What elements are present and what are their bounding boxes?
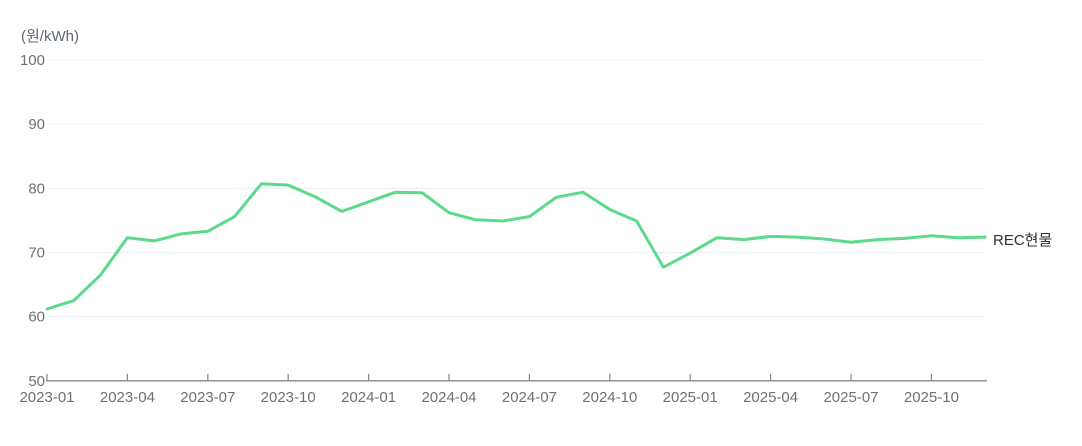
- x-axis-tick-label: 2024-01: [341, 389, 396, 406]
- y-axis-tick-label: 80: [28, 180, 45, 197]
- y-axis-tick-label: 60: [28, 309, 45, 326]
- y-axis-unit-label: (원/kWh): [21, 28, 79, 45]
- x-axis-tick-label: 2025-04: [743, 389, 798, 406]
- x-axis-tick-label: 2025-01: [663, 389, 718, 406]
- x-axis-tick-label: 2023-01: [19, 389, 74, 406]
- x-axis-tick-label: 2023-07: [180, 389, 235, 406]
- x-axis-tick-label: 2024-10: [582, 389, 637, 406]
- x-axis-tick-label: 2024-04: [421, 389, 476, 406]
- rec-spot-price-line: [45, 182, 987, 311]
- x-axis-tick-label: 2023-04: [100, 389, 155, 406]
- x-axis-tick-label: 2025-07: [823, 389, 878, 406]
- y-axis-tick-label: 100: [20, 52, 45, 69]
- y-axis-tick-label: 70: [28, 244, 45, 261]
- y-axis-tick-label: 90: [28, 116, 45, 133]
- x-axis-tick-label: 2023-10: [261, 389, 316, 406]
- series-label-rec-spot: REC현물: [993, 232, 1053, 249]
- y-axis-tick-label: 50: [28, 373, 45, 390]
- x-axis-tick-label: 2025-10: [904, 389, 959, 406]
- x-axis-tick-label: 2024-07: [502, 389, 557, 406]
